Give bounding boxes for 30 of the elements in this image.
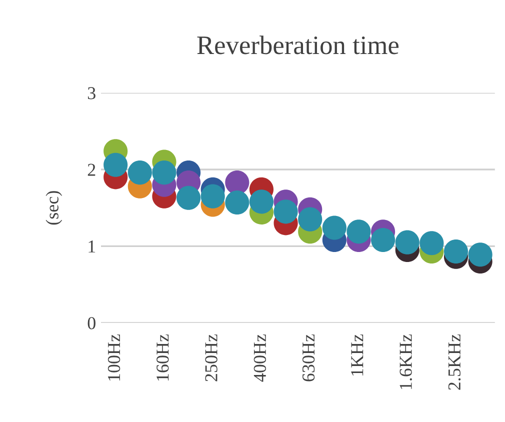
x-tick-label: 160Hz xyxy=(156,334,169,380)
x-tick-label: 250Hz xyxy=(205,334,218,382)
y-axis-title: (sec) xyxy=(46,191,62,225)
y-tick-label: 1 xyxy=(88,240,96,252)
x-tick-label: 400Hz xyxy=(254,334,266,382)
point xyxy=(371,228,396,252)
x-tick-label: 1.6KHz xyxy=(400,334,412,390)
point xyxy=(104,152,128,177)
point xyxy=(176,186,201,210)
x-tick-label: 2.5KHz xyxy=(448,334,461,390)
point xyxy=(274,200,298,224)
point xyxy=(346,220,371,244)
point xyxy=(468,242,492,267)
y-tick-label: 0 xyxy=(88,317,96,330)
y-tick-label: 3 xyxy=(88,87,96,100)
x-tick-label: 630Hz xyxy=(302,334,315,382)
x-tick-label: 100Hz xyxy=(108,334,120,380)
x-tick-label: 1KHz xyxy=(351,334,364,376)
point xyxy=(322,216,346,240)
point xyxy=(225,190,250,214)
y-tick-label: 2 xyxy=(88,164,96,176)
point xyxy=(152,160,176,185)
point xyxy=(420,231,444,256)
point xyxy=(249,190,274,214)
point xyxy=(200,184,225,208)
point xyxy=(444,240,468,264)
point xyxy=(298,207,322,232)
point xyxy=(128,160,152,185)
chart-title: Reverberation time xyxy=(197,36,399,54)
point xyxy=(395,230,420,254)
